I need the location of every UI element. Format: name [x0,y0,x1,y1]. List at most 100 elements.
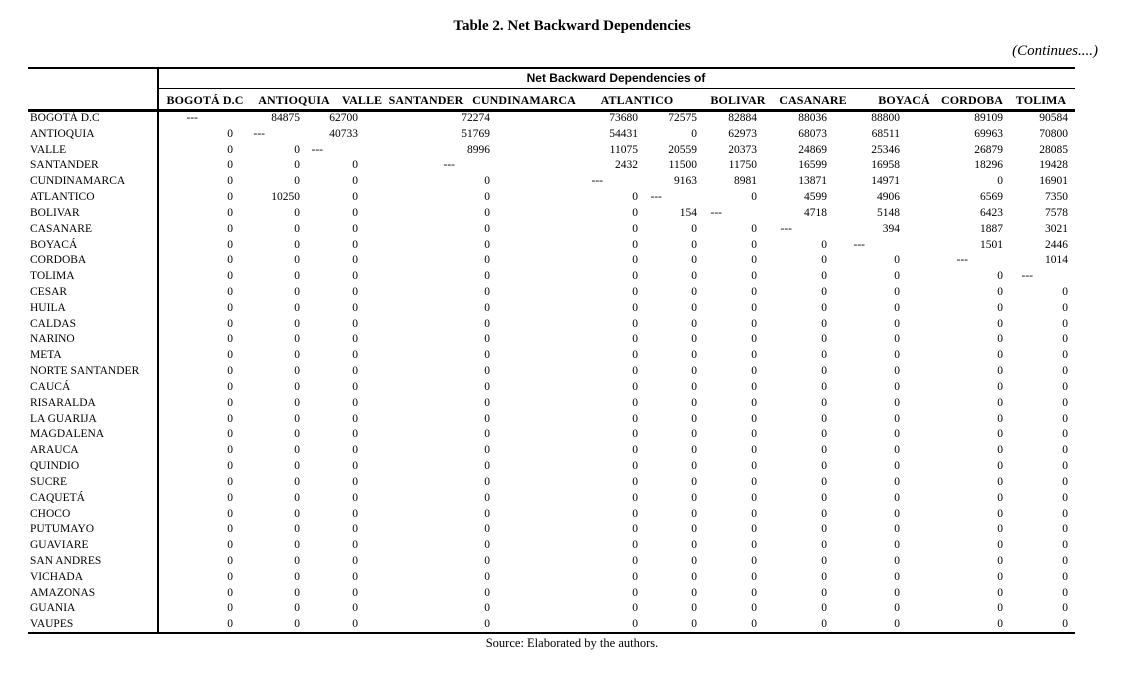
value-cell: 0 [484,349,490,362]
value-cell: 0 [894,491,900,504]
value-cell: 0 [751,602,757,615]
value-cell: 13871 [798,175,827,188]
diagonal-dash-cell: --- [650,191,663,204]
value-cell: 0 [632,412,638,425]
value-cell: 0 [997,507,1003,520]
table-title: Table 2. Net Backward Dependencies [453,18,691,34]
value-cell: 0 [294,570,300,583]
value-cell: 0 [294,460,300,473]
value-cell: 0 [1062,333,1068,346]
value-cell: 0 [294,428,300,441]
value-cell: 1887 [980,222,1003,235]
row-label: VAUPES [30,618,74,631]
table-row: ATLANTICO 0 10250 0 0 0 --- 0 4599 4906 6569 7350 [0,190,1144,206]
value-cell: 0 [352,602,358,615]
value-cell: 73680 [609,112,638,124]
value-cell: 0 [821,586,827,599]
row-label: SAN ANDRES [30,554,102,567]
value-cell: 0 [894,523,900,536]
value-cell: 8981 [734,175,757,188]
value-cell: 0 [632,380,638,393]
value-cell: 0 [227,460,233,473]
value-cell: 0 [821,396,827,409]
table-row: SAN ANDRES 0 0 0 0 0 0 0 0 0 0 0 [0,554,1144,570]
value-cell: 0 [894,317,900,330]
row-label: CASANARE [30,222,92,235]
value-cell: 0 [227,491,233,504]
table-row: SUCRE 0 0 0 0 0 0 0 0 0 0 0 [0,475,1144,491]
row-label: SANTANDER [30,159,99,172]
value-cell: 16599 [798,159,827,172]
value-cell: 0 [227,570,233,583]
table-row: LA GUARIJA 0 0 0 0 0 0 0 0 0 0 0 [0,412,1144,428]
value-cell: 0 [294,507,300,520]
value-cell: 4906 [877,191,900,204]
value-cell: 1501 [980,238,1003,251]
value-cell: 0 [751,191,757,204]
value-cell: 0 [751,286,757,299]
value-cell: 0 [352,301,358,314]
value-cell: 0 [294,317,300,330]
diagonal-dash-cell: --- [443,159,456,172]
value-cell: 0 [821,428,827,441]
value-cell: 84875 [271,112,300,124]
value-cell: 0 [1062,570,1068,583]
value-cell: 7578 [1045,206,1068,219]
value-cell: 11075 [609,143,638,156]
value-cell: 0 [484,191,490,204]
value-cell: 0 [632,539,638,552]
column-header: BOGOTÁ D.C [166,93,244,107]
value-cell: 0 [997,380,1003,393]
value-cell: 0 [821,238,827,251]
value-cell: 0 [484,254,490,267]
value-cell: 11750 [728,159,757,172]
value-cell: 88800 [871,112,900,124]
value-cell: 0 [227,254,233,267]
value-cell: 0 [632,222,638,235]
value-cell: 0 [227,444,233,457]
table-top-border [28,67,1075,69]
value-cell: 0 [294,602,300,615]
value-cell: 0 [997,539,1003,552]
value-cell: 51769 [461,127,490,140]
row-label: PUTUMAYO [30,523,95,536]
value-cell: 0 [751,270,757,283]
value-cell: 0 [227,159,233,172]
value-cell: 0 [484,333,490,346]
row-label: RISARALDA [30,396,96,409]
value-cell: 0 [294,444,300,457]
value-cell: 0 [894,444,900,457]
value-cell: 6569 [980,191,1003,204]
value-cell: 0 [691,365,697,378]
value-cell: 0 [294,380,300,393]
row-label: VALLE [30,143,67,156]
value-cell: 0 [997,602,1003,615]
table-row: QUINDIO 0 0 0 0 0 0 0 0 0 0 0 [0,459,1144,475]
value-cell: 0 [997,444,1003,457]
value-cell: 0 [632,238,638,251]
value-cell: 0 [894,301,900,314]
table-row: AMAZONAS 0 0 0 0 0 0 0 0 0 0 0 [0,586,1144,602]
value-cell: 0 [751,523,757,536]
value-cell: 0 [1062,349,1068,362]
value-cell: 72575 [668,112,697,124]
value-cell: 0 [352,333,358,346]
value-cell: 0 [821,412,827,425]
value-cell: 0 [821,444,827,457]
value-cell: 0 [691,270,697,283]
value-cell: 0 [1062,428,1068,441]
value-cell: 4718 [804,206,827,219]
column-header: CORDOBA [940,93,1004,107]
row-label: SUCRE [30,475,68,488]
row-label: CAUCÁ [30,380,71,393]
value-cell: 0 [632,349,638,362]
value-cell: 0 [352,539,358,552]
value-cell: 0 [352,475,358,488]
value-cell: 0 [821,523,827,536]
column-header: CUNDINAMARCA [472,93,576,107]
value-cell: 0 [751,412,757,425]
value-cell: 8996 [467,143,490,156]
row-label: NORTE SANTANDER [30,365,140,378]
value-cell: 0 [632,317,638,330]
